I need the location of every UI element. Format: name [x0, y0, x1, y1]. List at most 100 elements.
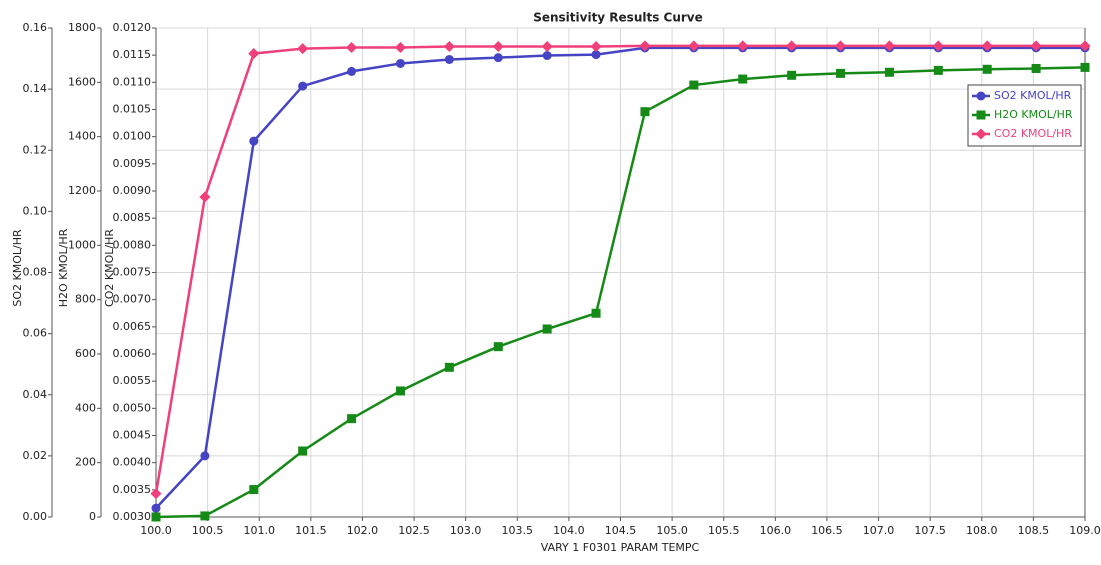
y3-tick-label: 0.0090	[113, 184, 152, 197]
y3-tick-label: 0.0110	[113, 75, 152, 88]
x-tick-label: 100.5	[192, 524, 224, 537]
x-tick-label: 106.5	[811, 524, 843, 537]
y2-tick-label: 200	[75, 456, 96, 469]
y2-tick-label: 1000	[68, 238, 96, 251]
y-tick-label: 0.16	[23, 21, 48, 34]
y2-tick-label: 1400	[68, 130, 96, 143]
y2-tick-label: 1800	[68, 21, 96, 34]
x-tick-label: 104.0	[553, 524, 585, 537]
marker	[150, 488, 162, 500]
marker	[883, 40, 895, 52]
marker	[688, 40, 700, 52]
legend-marker	[976, 91, 986, 101]
marker	[981, 40, 993, 52]
marker	[590, 40, 602, 52]
legend-marker	[975, 128, 987, 140]
marker	[298, 446, 308, 456]
marker	[787, 70, 797, 80]
x-tick-label: 102.5	[398, 524, 430, 537]
y-tick-label: 0.02	[23, 449, 48, 462]
marker	[737, 40, 749, 52]
x-tick-label: 105.0	[656, 524, 688, 537]
marker	[738, 74, 748, 84]
marker	[298, 81, 308, 91]
legend-label: SO2 KMOL/HR	[994, 89, 1072, 102]
y3-axis-label: CO2 KMOL/HR	[103, 229, 116, 307]
y3-tick-label: 0.0040	[113, 456, 152, 469]
x-tick-label: 104.5	[605, 524, 637, 537]
y-tick-label: 0.08	[23, 266, 48, 279]
marker	[493, 53, 503, 63]
marker	[248, 48, 260, 60]
legend-label: H2O KMOL/HR	[994, 108, 1073, 121]
legend-marker	[976, 110, 986, 120]
x-tick-label: 107.5	[914, 524, 946, 537]
y-axis-label: SO2 KMOL/HR	[11, 229, 24, 307]
y3-tick-label: 0.0100	[113, 130, 152, 143]
x-tick-label: 108.0	[966, 524, 998, 537]
marker	[395, 58, 405, 68]
marker	[836, 68, 846, 78]
series-line	[155, 46, 1085, 509]
marker	[591, 308, 601, 318]
y3-tick-label: 0.0060	[113, 347, 152, 360]
x-tick-label: 102.0	[347, 524, 379, 537]
marker	[493, 342, 503, 352]
marker	[492, 40, 504, 52]
y-tick-label: 0.12	[23, 143, 48, 156]
x-tick-label: 106.0	[760, 524, 792, 537]
marker	[443, 40, 455, 52]
y-tick-label: 0.00	[23, 510, 48, 523]
y-tick-label: 0.06	[23, 327, 48, 340]
y2-tick-label: 0	[89, 510, 96, 523]
y3-tick-label: 0.0075	[113, 266, 152, 279]
marker	[151, 503, 161, 513]
marker	[394, 42, 406, 54]
x-tick-label: 101.5	[295, 524, 327, 537]
y2-axis-label: H2O KMOL/HR	[57, 228, 70, 307]
marker	[151, 512, 161, 522]
y3-tick-label: 0.0030	[113, 510, 152, 523]
marker	[1030, 40, 1042, 52]
marker	[395, 386, 405, 396]
marker	[444, 54, 454, 64]
x-tick-label: 105.5	[708, 524, 740, 537]
marker	[932, 40, 944, 52]
marker	[347, 414, 357, 424]
marker	[249, 485, 259, 495]
marker	[346, 42, 358, 54]
marker	[200, 451, 210, 461]
marker	[542, 51, 552, 61]
y2-tick-label: 600	[75, 347, 96, 360]
marker	[297, 43, 309, 55]
y3-tick-label: 0.0070	[113, 293, 152, 306]
y3-tick-label: 0.0055	[113, 374, 152, 387]
y-tick-label: 0.10	[23, 204, 48, 217]
y3-tick-label: 0.0065	[113, 320, 152, 333]
legend-label: CO2 KMOL/HR	[994, 127, 1072, 140]
marker	[982, 64, 992, 74]
series-line	[155, 66, 1086, 519]
x-tick-label: 103.0	[450, 524, 482, 537]
marker	[933, 65, 943, 75]
y2-tick-label: 800	[75, 293, 96, 306]
y-tick-label: 0.04	[23, 388, 48, 401]
marker	[199, 191, 211, 203]
marker	[1031, 63, 1041, 73]
y3-tick-label: 0.0080	[113, 238, 152, 251]
x-axis-label: VARY 1 F0301 PARAM TEMPC	[541, 541, 700, 554]
chart-title: Sensitivity Results Curve	[533, 11, 703, 25]
marker	[591, 50, 601, 60]
y3-tick-label: 0.0045	[113, 429, 152, 442]
marker	[786, 40, 798, 52]
marker	[1079, 40, 1091, 52]
y3-tick-label: 0.0105	[113, 103, 152, 116]
marker	[1080, 62, 1090, 72]
y2-tick-label: 400	[75, 401, 96, 414]
marker	[884, 67, 894, 77]
y3-tick-label: 0.0035	[113, 483, 152, 496]
x-tick-label: 100.0	[140, 524, 172, 537]
marker	[347, 66, 357, 76]
